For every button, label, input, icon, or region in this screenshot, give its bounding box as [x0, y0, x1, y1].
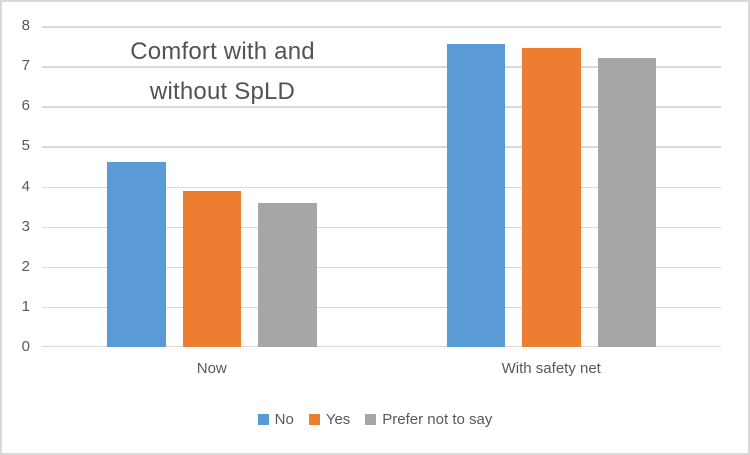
gridline	[42, 345, 721, 347]
bar-prefer-not-to-say-now	[258, 202, 317, 347]
y-axis-tick-label: 4	[21, 177, 30, 195]
legend-label: Prefer not to say	[382, 411, 493, 428]
bar-yes-now	[182, 190, 241, 347]
legend-swatch-prefer-not-to-say	[365, 414, 377, 425]
x-axis-category-label-with-safety-net: With safety net	[501, 360, 601, 377]
plot-area	[42, 26, 721, 347]
bar-no-with-safety-net	[446, 44, 505, 347]
gridline	[42, 266, 721, 269]
y-axis-tick-label: 8	[21, 17, 30, 34]
y-axis-tick-label: 6	[21, 97, 30, 115]
gridline	[42, 146, 721, 148]
x-axis-category-label-now: Now	[196, 360, 227, 377]
legend-swatch-no	[257, 414, 269, 425]
gridline	[42, 306, 721, 309]
gridline	[42, 226, 721, 229]
chart-title: Comfort with and without SpLD	[85, 32, 360, 112]
chart-title-line2: without SpLD	[149, 78, 296, 105]
legend-item-no: No	[257, 411, 294, 428]
y-axis-tick-label: 7	[21, 57, 30, 75]
bar-prefer-not-to-say-with-safety-net	[597, 58, 656, 347]
y-axis-tick-label: 0	[21, 338, 30, 355]
gridline	[42, 26, 721, 28]
y-axis-tick-label: 3	[21, 217, 30, 235]
legend-swatch-yes	[308, 414, 320, 425]
gridline	[42, 66, 721, 68]
bar-yes-with-safety-net	[522, 48, 581, 347]
legend-item-prefer-not-to-say: Prefer not to say	[365, 411, 492, 428]
y-axis-tick-label: 1	[21, 297, 30, 315]
y-axis-tick-label: 5	[21, 137, 30, 155]
legend-label: Yes	[325, 411, 351, 428]
chart-title-line1: Comfort with and	[130, 38, 315, 65]
bar-no-now	[107, 162, 166, 347]
legend-item-yes: Yes	[308, 411, 351, 428]
gridline	[42, 186, 721, 188]
legend-label: No	[274, 411, 294, 428]
legend: No Yes Prefer not to say	[2, 411, 748, 428]
gridline	[42, 106, 721, 108]
y-axis-tick-label: 2	[21, 257, 30, 275]
